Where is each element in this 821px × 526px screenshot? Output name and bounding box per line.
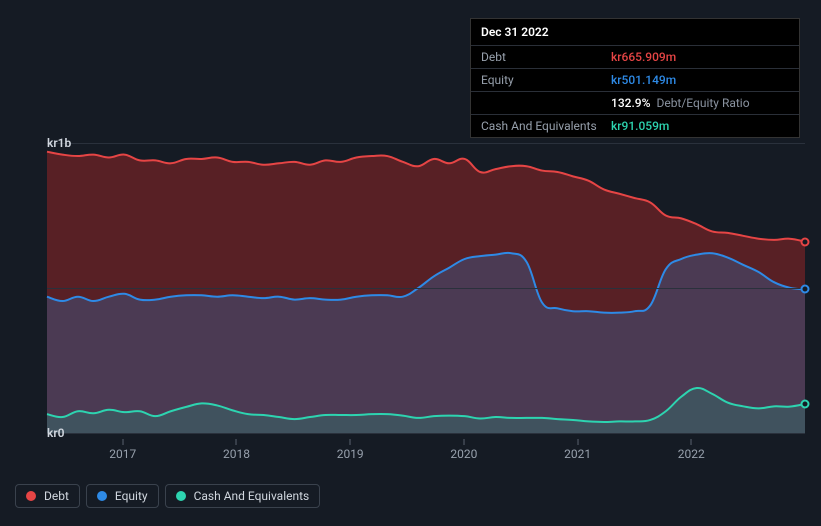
tooltip-row: Equitykr501.149m: [471, 68, 799, 91]
series-end-marker: [801, 237, 810, 246]
tooltip-row: 132.9% Debt/Equity Ratio: [471, 91, 799, 114]
x-axis-label: 2021: [564, 447, 591, 461]
legend: Debt Equity Cash And Equivalents: [15, 484, 320, 508]
legend-item[interactable]: Debt: [15, 484, 80, 508]
x-tick-line: [350, 439, 351, 445]
tooltip-row-label: [481, 96, 611, 110]
tooltip-row-label: Debt: [481, 50, 611, 64]
tooltip-row-value: kr91.059m: [611, 119, 669, 133]
tooltip-row-value: kr665.909m: [611, 50, 676, 64]
chart-container: kr1bkr0 201720182019202020212022: [15, 125, 805, 475]
x-axis-label: 2019: [337, 447, 364, 461]
plot-area[interactable]: [47, 143, 805, 433]
tooltip-row: Cash And Equivalentskr91.059m: [471, 114, 799, 137]
series-end-marker: [801, 285, 810, 294]
tooltip-row: Debtkr665.909m: [471, 45, 799, 68]
x-axis-tick: 2022: [678, 439, 705, 461]
legend-label: Equity: [115, 489, 148, 503]
x-axis-tick: 2019: [337, 439, 364, 461]
legend-item[interactable]: Cash And Equivalents: [165, 484, 321, 508]
x-axis-tick: 2020: [450, 439, 477, 461]
x-axis-tick: 2017: [109, 439, 136, 461]
tooltip-date: Dec 31 2022: [471, 19, 799, 45]
legend-label: Debt: [44, 489, 69, 503]
x-axis-label: 2022: [678, 447, 705, 461]
x-tick-line: [691, 439, 692, 445]
tooltip-row-extra: Debt/Equity Ratio: [656, 96, 749, 110]
x-axis-tick: 2018: [223, 439, 250, 461]
x-tick-line: [236, 439, 237, 445]
tooltip: Dec 31 2022 Debtkr665.909mEquitykr501.14…: [470, 18, 800, 138]
x-tick-line: [463, 439, 464, 445]
series-end-marker: [801, 400, 810, 409]
legend-swatch: [26, 491, 36, 501]
tooltip-row-value: kr501.149m: [611, 73, 676, 87]
legend-swatch: [176, 491, 186, 501]
x-axis-label: 2017: [109, 447, 136, 461]
legend-swatch: [97, 491, 107, 501]
gridline: [47, 288, 805, 289]
x-axis-label: 2020: [450, 447, 477, 461]
gridline: [47, 433, 805, 434]
tooltip-row-value: 132.9%: [611, 96, 650, 110]
tooltip-row-label: Equity: [481, 73, 611, 87]
x-axis-label: 2018: [223, 447, 250, 461]
x-tick-line: [122, 439, 123, 445]
gridline: [47, 143, 805, 144]
tooltip-row-label: Cash And Equivalents: [481, 119, 611, 133]
legend-label: Cash And Equivalents: [194, 489, 310, 503]
x-axis-tick: 2021: [564, 439, 591, 461]
legend-item[interactable]: Equity: [86, 484, 159, 508]
x-tick-line: [577, 439, 578, 445]
